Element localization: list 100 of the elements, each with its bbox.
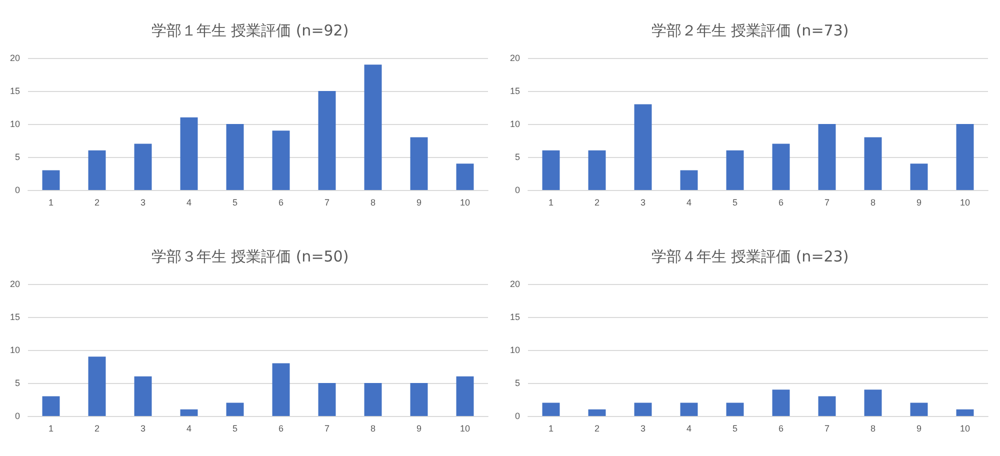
bar [864,390,882,416]
y-tick-label: 0 [14,411,20,421]
bar [226,124,244,190]
y-tick-label: 0 [514,185,520,195]
chart-title: 学部４年生 授業評価 (n=23) [651,248,849,266]
y-tick-label: 0 [14,185,20,195]
bar [726,150,744,190]
x-tick-label: 6 [278,424,284,434]
bar [680,170,698,190]
x-tick-label: 7 [824,424,830,434]
y-tick-label: 15 [510,86,520,96]
bar [956,124,974,190]
bar [272,130,290,190]
x-tick-label: 2 [594,198,600,208]
bar [272,363,290,416]
bar [456,376,474,416]
x-tick-label: 5 [732,424,738,434]
bar [180,117,198,190]
x-tick-label: 10 [960,198,970,208]
y-tick-label: 20 [510,279,520,289]
x-tick-label: 3 [640,198,646,208]
x-tick-label: 6 [278,198,284,208]
bar [88,150,106,190]
x-tick-label: 1 [48,424,54,434]
bar [588,409,606,416]
x-tick-label: 6 [778,424,784,434]
x-tick-label: 9 [916,198,922,208]
bar [410,137,428,190]
x-tick-label: 5 [232,424,238,434]
bar [410,383,428,416]
x-tick-label: 6 [778,198,784,208]
y-tick-label: 10 [10,345,20,355]
y-tick-label: 0 [514,411,520,421]
x-tick-label: 8 [370,424,376,434]
bar [542,150,560,190]
y-tick-label: 15 [10,312,20,322]
x-tick-label: 2 [94,424,100,434]
x-tick-label: 7 [324,198,330,208]
y-tick-label: 10 [510,119,520,129]
bar [956,409,974,416]
x-tick-label: 9 [416,424,422,434]
x-tick-label: 3 [140,424,146,434]
x-tick-label: 7 [324,424,330,434]
bar [864,137,882,190]
x-tick-label: 10 [960,424,970,434]
x-tick-label: 5 [232,198,238,208]
x-tick-label: 3 [140,198,146,208]
x-tick-label: 5 [732,198,738,208]
x-tick-label: 10 [460,198,470,208]
bar [364,64,382,190]
y-tick-label: 5 [14,152,20,162]
bar [910,402,928,416]
y-tick-label: 20 [510,53,520,63]
x-tick-label: 8 [870,198,876,208]
x-tick-label: 8 [870,424,876,434]
bar [456,164,474,190]
x-tick-label: 1 [48,198,54,208]
bar [42,396,60,416]
bar [318,383,336,416]
y-tick-label: 15 [510,312,520,322]
x-tick-label: 8 [370,198,376,208]
bar [42,170,60,190]
bar [634,402,652,416]
bar [726,402,744,416]
bar [818,124,836,190]
bar [588,150,606,190]
x-tick-label: 3 [640,424,646,434]
chart-title: 学部２年生 授業評価 (n=73) [651,22,849,40]
bar [180,409,198,416]
bar [910,164,928,190]
x-tick-label: 4 [186,424,192,434]
y-tick-label: 5 [514,378,520,388]
bar [772,144,790,190]
x-tick-label: 1 [548,198,554,208]
y-tick-label: 20 [10,53,20,63]
bar [88,356,106,416]
x-tick-label: 4 [686,198,692,208]
chart-title: 学部３年生 授業評価 (n=50) [151,248,349,266]
y-tick-label: 5 [14,378,20,388]
y-tick-label: 10 [10,119,20,129]
y-tick-label: 20 [10,279,20,289]
bar [226,402,244,416]
y-tick-label: 10 [510,345,520,355]
chart-title: 学部１年生 授業評価 (n=92) [151,22,349,40]
bar [364,383,382,416]
x-tick-label: 2 [94,198,100,208]
x-tick-label: 10 [460,424,470,434]
x-tick-label: 4 [686,424,692,434]
bar [772,390,790,416]
x-tick-label: 9 [416,198,422,208]
bar [634,104,652,190]
x-tick-label: 7 [824,198,830,208]
bar [542,402,560,416]
bar [680,402,698,416]
y-tick-label: 5 [514,152,520,162]
bar [318,91,336,190]
x-tick-label: 4 [186,198,192,208]
x-tick-label: 1 [548,424,554,434]
x-tick-label: 2 [594,424,600,434]
bar [134,144,152,190]
